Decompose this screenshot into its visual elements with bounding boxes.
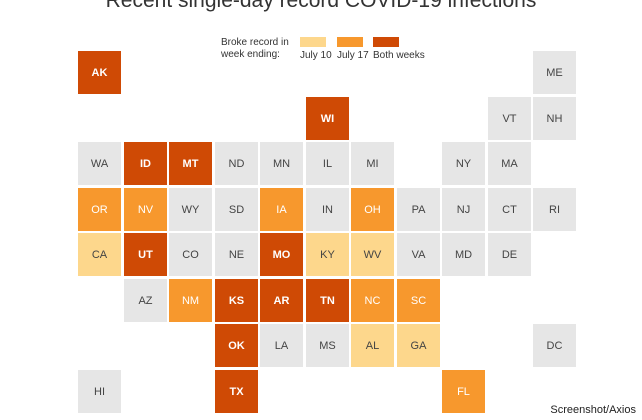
- state-tile-mo: MO: [260, 233, 303, 276]
- state-tile-ar: AR: [260, 279, 303, 322]
- state-tile-ut: UT: [124, 233, 167, 276]
- state-tile-ny: NY: [442, 142, 485, 185]
- state-tile-wv: WV: [351, 233, 394, 276]
- state-tile-me: ME: [533, 51, 576, 94]
- state-tile-ct: CT: [488, 188, 531, 231]
- state-tile-la: LA: [260, 324, 303, 367]
- state-tile-pa: PA: [397, 188, 440, 231]
- state-tile-mt: MT: [169, 142, 212, 185]
- state-tile-al: AL: [351, 324, 394, 367]
- state-tile-nc: NC: [351, 279, 394, 322]
- state-tile-nd: ND: [215, 142, 258, 185]
- state-tile-ok: OK: [215, 324, 258, 367]
- state-tile-nh: NH: [533, 97, 576, 140]
- state-tile-or: OR: [78, 188, 121, 231]
- state-tile-co: CO: [169, 233, 212, 276]
- state-tile-va: VA: [397, 233, 440, 276]
- state-tile-tn: TN: [306, 279, 349, 322]
- chart-title: Recent single-day record COVID-19 infect…: [105, 0, 537, 12]
- state-tile-dc: DC: [533, 324, 576, 367]
- state-tile-in: IN: [306, 188, 349, 231]
- legend-swatch-jul10: [300, 37, 326, 47]
- state-tile-ms: MS: [306, 324, 349, 367]
- state-tile-hi: HI: [78, 370, 121, 413]
- state-tile-ak: AK: [78, 51, 121, 94]
- state-tile-wi: WI: [306, 97, 349, 140]
- state-tile-nv: NV: [124, 188, 167, 231]
- state-tile-de: DE: [488, 233, 531, 276]
- state-tile-mi: MI: [351, 142, 394, 185]
- legend-label-jul17: July 17: [337, 50, 369, 61]
- state-tile-md: MD: [442, 233, 485, 276]
- state-tile-sd: SD: [215, 188, 258, 231]
- state-tile-ia: IA: [260, 188, 303, 231]
- state-tile-ri: RI: [533, 188, 576, 231]
- state-tile-ca: CA: [78, 233, 121, 276]
- state-tile-wa: WA: [78, 142, 121, 185]
- state-tile-tx: TX: [215, 370, 258, 413]
- state-tile-il: IL: [306, 142, 349, 185]
- state-tile-vt: VT: [488, 97, 531, 140]
- state-tile-fl: FL: [442, 370, 485, 413]
- state-tile-oh: OH: [351, 188, 394, 231]
- state-tile-ma: MA: [488, 142, 531, 185]
- legend-title: Broke record in week ending:: [221, 37, 289, 60]
- state-tile-az: AZ: [124, 279, 167, 322]
- image-credit: Screenshot/Axios: [550, 404, 636, 416]
- state-tile-nj: NJ: [442, 188, 485, 231]
- state-tile-id: ID: [124, 142, 167, 185]
- state-tile-ky: KY: [306, 233, 349, 276]
- state-tile-ga: GA: [397, 324, 440, 367]
- state-tile-ne: NE: [215, 233, 258, 276]
- legend-swatch-both: [373, 37, 399, 47]
- legend-label-both: Both weeks: [373, 50, 425, 61]
- state-tile-ks: KS: [215, 279, 258, 322]
- state-tile-mn: MN: [260, 142, 303, 185]
- state-tile-nm: NM: [169, 279, 212, 322]
- state-tile-wy: WY: [169, 188, 212, 231]
- legend-label-jul10: July 10: [300, 50, 332, 61]
- state-tile-sc: SC: [397, 279, 440, 322]
- legend-swatch-jul17: [337, 37, 363, 47]
